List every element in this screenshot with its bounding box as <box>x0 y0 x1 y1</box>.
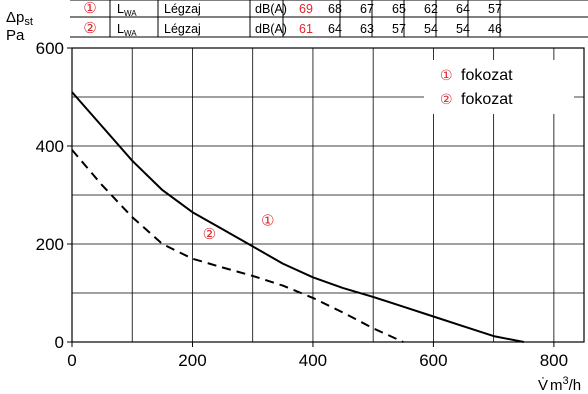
x-tick-label: 400 <box>299 351 327 370</box>
table-row1-quantity: LWA <box>117 2 137 18</box>
x-axis-unit: m <box>550 377 563 394</box>
curve-annotation-2: ② <box>203 225 216 243</box>
y-tick-label: 200 <box>36 235 64 254</box>
table-cell-value: 57 <box>392 22 406 36</box>
table-row2-values: 61 64 63 57 54 54 46 <box>299 22 502 36</box>
chart-annotations: ①② <box>203 211 275 243</box>
table-row1-unit: dB(A) <box>255 2 287 16</box>
x-tick-label: 0 <box>67 351 76 370</box>
table-row2-quantity-sub: WA <box>124 29 137 38</box>
chart-series <box>71 91 524 343</box>
table-row1-quantity-sub: WA <box>124 9 137 18</box>
series-line-2 <box>71 149 404 343</box>
y-axis-symbol-sub: st <box>24 16 33 28</box>
legend-marker-2: ② <box>440 92 453 108</box>
table-cell-value: 63 <box>360 22 374 36</box>
legend-marker-1: ① <box>440 68 453 84</box>
table-cell-value: 65 <box>392 2 406 16</box>
axis-ticks: 0 200 400 600 800 0 200 400 600 <box>36 39 568 370</box>
table-row1-quantity-symbol: L <box>117 2 124 16</box>
table-row2-marker: ② <box>83 19 96 37</box>
table-row1-label: Légzaj <box>164 2 201 16</box>
table-cell-value: 54 <box>424 22 438 36</box>
table-row2-unit: dB(A) <box>255 22 287 36</box>
table-cell-value: 69 <box>299 2 313 16</box>
x-axis-label: V̇ m3/h <box>538 375 581 394</box>
y-tick-label: 0 <box>55 333 64 352</box>
table-row2-quantity: LWA <box>117 22 137 38</box>
legend: ① fokozat ② fokozat <box>424 60 574 114</box>
table-cell-value: 46 <box>488 22 502 36</box>
curve-annotation-1: ① <box>261 211 274 229</box>
legend-background <box>424 60 574 114</box>
legend-label-2: fokozat <box>461 91 513 108</box>
table-cell-value: 68 <box>328 2 342 16</box>
x-axis-symbol: V̇ <box>538 377 548 394</box>
x-tick-label: 800 <box>540 351 568 370</box>
noise-table: ① LWA Légzaj dB(A) 69 68 67 65 62 64 57 ② LWA … <box>70 0 588 38</box>
table-cell-value: 64 <box>328 22 342 36</box>
table-cell-value: 64 <box>456 2 470 16</box>
legend-label-1: fokozat <box>461 67 513 84</box>
x-tick-label: 200 <box>178 351 206 370</box>
table-cell-value: 54 <box>456 22 470 36</box>
x-axis-unit-tail: /h <box>569 377 582 394</box>
y-tick-label: 400 <box>36 137 64 156</box>
table-cell-value: 57 <box>488 2 502 16</box>
y-axis-unit: Pa <box>6 27 25 44</box>
table-row1-values: 69 68 67 65 62 64 57 <box>299 2 502 16</box>
table-cell-value: 62 <box>424 2 438 16</box>
plot-frame <box>71 47 585 343</box>
table-row2-label: Légzaj <box>164 22 201 36</box>
table-row2-quantity-symbol: L <box>117 22 124 36</box>
table-row1-marker: ① <box>83 0 96 17</box>
y-tick-label: 600 <box>36 39 64 58</box>
x-tick-label: 600 <box>419 351 447 370</box>
table-cell-value: 67 <box>360 2 374 16</box>
y-axis-symbol: Δp <box>6 9 24 26</box>
table-cell-value: 61 <box>299 22 313 36</box>
series-line-1 <box>71 91 524 343</box>
y-axis-label: Δpst <box>6 9 33 28</box>
x-axis-unit-sup: 3 <box>563 375 569 387</box>
